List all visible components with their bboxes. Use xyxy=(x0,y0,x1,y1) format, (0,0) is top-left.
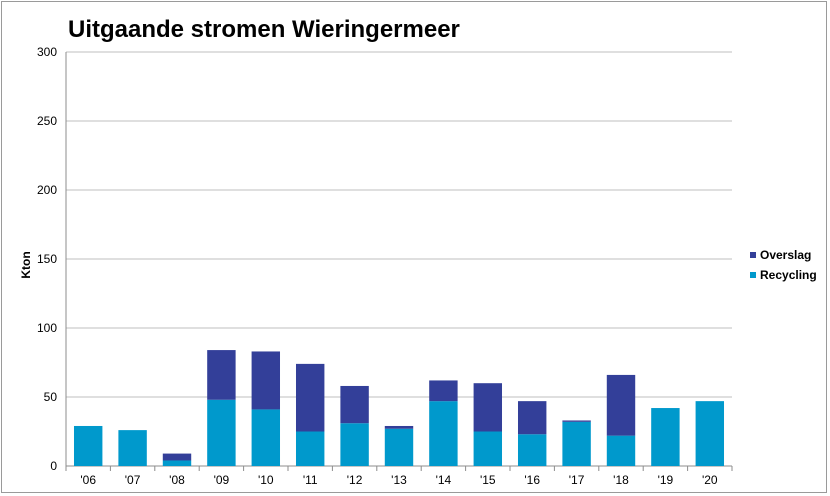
x-tick-label: '06 xyxy=(80,473,96,487)
x-tick-label: '09 xyxy=(214,473,230,487)
legend-swatch-recycling xyxy=(750,272,756,278)
legend-swatch-overslag xyxy=(750,252,756,258)
bar-recycling xyxy=(517,434,547,466)
bar-recycling xyxy=(606,435,636,466)
bar-recycling xyxy=(651,408,680,466)
bar-recycling xyxy=(384,428,414,466)
y-tick-label: 150 xyxy=(37,252,57,266)
bar-overslag xyxy=(162,453,192,461)
bar-overslag xyxy=(562,420,591,422)
x-tick-label: '17 xyxy=(569,473,585,487)
bar-recycling xyxy=(73,425,103,466)
bar-overslag xyxy=(251,351,281,410)
bar-recycling xyxy=(340,423,369,466)
x-tick-labels: '06 '07 '08 '09 '10 '11 '12 '13 '14 '15 '16 '17 '18 '… xyxy=(65,466,733,487)
bar-overslag xyxy=(340,385,369,424)
x-tick-label: '10 xyxy=(258,473,274,487)
y-tick-label: 0 xyxy=(50,459,57,473)
x-tick-label: '20 xyxy=(702,473,718,487)
x-tick-label: '08 xyxy=(169,473,185,487)
x-tick-label: '13 xyxy=(391,473,407,487)
bars xyxy=(73,350,725,466)
bar-overslag xyxy=(429,380,458,402)
bar-recycling xyxy=(207,399,236,466)
y-axis-label: Kton xyxy=(19,251,33,278)
legend: Overslag Recycling xyxy=(750,248,817,282)
bar-recycling xyxy=(295,431,325,466)
bar-recycling xyxy=(695,401,725,466)
bar-recycling xyxy=(429,401,458,466)
x-tick-label: '15 xyxy=(480,473,496,487)
x-tick-label: '11 xyxy=(303,473,318,487)
y-tick-label: 250 xyxy=(37,114,57,128)
x-tick-label: '07 xyxy=(125,473,141,487)
bar-recycling xyxy=(118,430,147,466)
bar-overslag xyxy=(606,374,636,436)
x-tick-label: '19 xyxy=(658,473,674,487)
bar-overslag xyxy=(295,363,325,432)
bar-overslag xyxy=(517,401,547,435)
legend-label-recycling: Recycling xyxy=(760,268,817,282)
bar-recycling xyxy=(162,460,192,466)
y-tick-label: 50 xyxy=(44,390,58,404)
x-tick-label: '16 xyxy=(524,473,540,487)
bar-overslag xyxy=(207,350,236,400)
y-tick-label: 200 xyxy=(37,183,57,197)
x-tick-label: '12 xyxy=(347,473,363,487)
bar-overslag xyxy=(384,425,414,429)
y-tick-label: 100 xyxy=(37,321,57,335)
bar-recycling xyxy=(562,421,591,466)
y-tick-label: 300 xyxy=(37,45,57,59)
x-tick-label: '18 xyxy=(613,473,629,487)
x-tick-label: '14 xyxy=(436,473,452,487)
legend-label-overslag: Overslag xyxy=(760,248,811,262)
bar-recycling xyxy=(251,409,281,466)
y-tick-labels: 0 50 100 150 200 250 300 xyxy=(37,45,57,473)
chart-title: Uitgaande stromen Wieringermeer xyxy=(68,16,460,43)
bar-overslag xyxy=(473,383,503,432)
bar-recycling xyxy=(473,431,503,466)
